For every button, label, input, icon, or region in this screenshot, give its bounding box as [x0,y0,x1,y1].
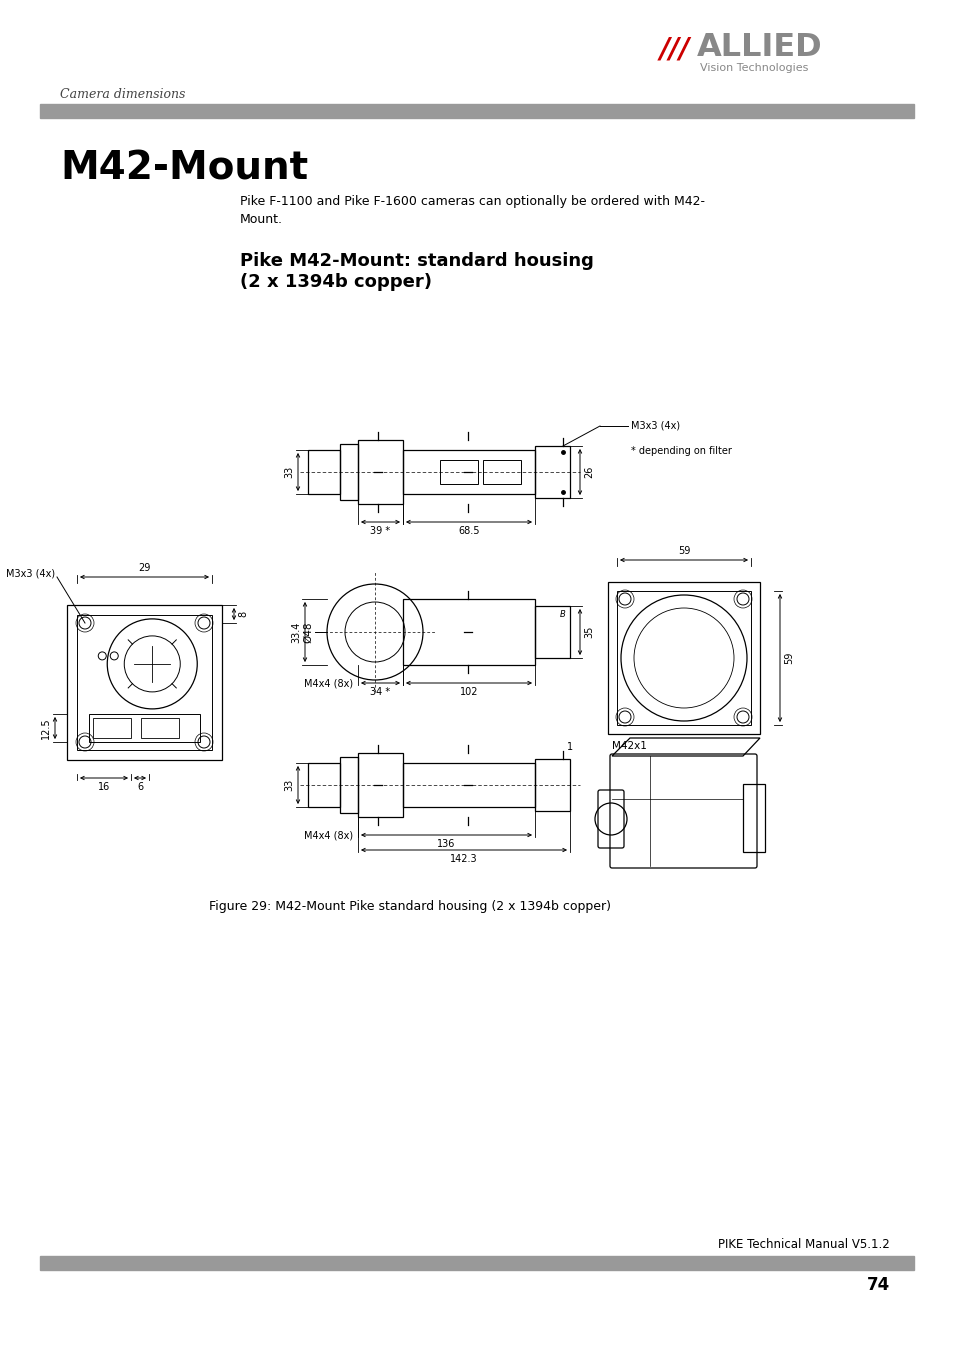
Text: PIKE Technical Manual V5.1.2: PIKE Technical Manual V5.1.2 [718,1238,889,1251]
Text: 74: 74 [866,1276,889,1295]
Bar [742,784,764,852]
Bar [308,763,339,807]
Text: 136: 136 [436,838,456,849]
Text: ALLIED: ALLIED [697,32,821,63]
Bar [607,582,760,734]
Text: Figure 29: M42-Mount Pike standard housing (2 x 1394b copper): Figure 29: M42-Mount Pike standard housi… [209,900,610,913]
Text: 33: 33 [284,466,294,478]
Text: M3x3 (4x): M3x3 (4x) [630,421,679,431]
Text: 6: 6 [137,782,143,792]
Bar [357,440,402,504]
Text: (2 x 1394b copper): (2 x 1394b copper) [240,273,432,292]
Text: 1: 1 [566,743,573,752]
Bar [402,450,535,494]
Text: M4x4 (8x): M4x4 (8x) [304,830,353,840]
Text: 102: 102 [459,687,477,697]
Text: Vision Technologies: Vision Technologies [700,63,807,73]
Bar [402,599,535,666]
Text: 34 *: 34 * [370,687,390,697]
Bar [535,759,569,811]
Text: * depending on filter: * depending on filter [630,446,731,456]
Bar [40,104,913,117]
Text: 142.3: 142.3 [450,855,477,864]
Bar [89,714,200,743]
Text: M42-Mount: M42-Mount [60,150,308,188]
Bar [77,616,212,751]
Text: 29: 29 [138,563,151,572]
Text: B: B [559,610,565,620]
Text: 59: 59 [783,652,793,664]
Bar [357,753,402,817]
Text: M4x4 (8x): M4x4 (8x) [304,678,353,688]
Text: M3x3 (4x): M3x3 (4x) [6,568,55,578]
Bar [92,718,131,738]
Text: 33: 33 [284,779,294,791]
Text: Camera dimensions: Camera dimensions [60,88,185,100]
Bar [67,605,222,760]
Text: 33.4: 33.4 [291,621,301,643]
Text: 12.5: 12.5 [41,717,51,738]
Bar [439,460,477,485]
Bar [482,460,520,485]
Text: Mount.: Mount. [240,213,283,225]
Text: 59: 59 [677,545,689,556]
Bar [308,450,339,494]
Bar [535,606,569,657]
Bar [617,591,750,725]
Text: Pike F-1100 and Pike F-1600 cameras can optionally be ordered with M42-: Pike F-1100 and Pike F-1600 cameras can … [240,194,704,208]
Text: 68.5: 68.5 [457,526,479,536]
Bar [339,757,357,813]
Bar [141,718,179,738]
Text: 8: 8 [237,612,248,617]
Bar [339,444,357,500]
Text: 35: 35 [583,626,594,639]
Bar [535,446,569,498]
Text: 39 *: 39 * [370,526,390,536]
Text: Ø48: Ø48 [303,621,313,643]
Text: 26: 26 [583,466,594,478]
Text: Pike M42-Mount: standard housing: Pike M42-Mount: standard housing [240,252,594,270]
Bar [402,763,535,807]
Text: 16: 16 [98,782,110,792]
Bar [40,1256,913,1270]
Text: M42x1: M42x1 [612,741,646,751]
Text: ///: /// [659,36,690,63]
